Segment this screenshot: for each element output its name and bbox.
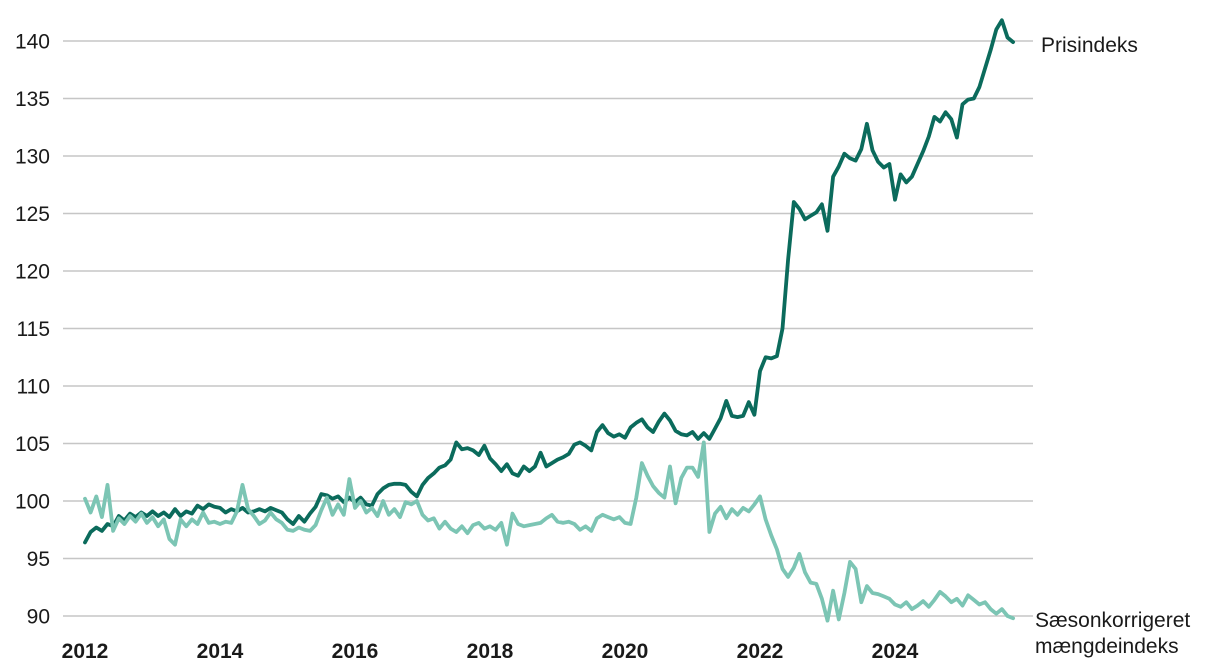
prisindeks-line — [83, 18, 1015, 545]
y-tick-label-125: 125 — [15, 203, 50, 226]
y-tick-label-140: 140 — [15, 31, 50, 54]
prisindeks-series-label: Prisindeks — [1041, 34, 1138, 57]
x-tick-label-2020: 2020 — [602, 640, 649, 663]
y-tick-label-115: 115 — [17, 318, 50, 341]
x-tick-label-2016: 2016 — [332, 640, 379, 663]
y-tick-label-130: 130 — [15, 146, 50, 169]
y-tick-label-95: 95 — [27, 548, 50, 571]
x-tick-label-2022: 2022 — [737, 640, 784, 663]
y-tick-label-100: 100 — [15, 491, 50, 514]
y-tick-label-110: 110 — [17, 376, 50, 399]
y-tick-label-120: 120 — [15, 261, 50, 284]
y-tick-label-135: 135 — [15, 88, 50, 111]
x-tick-label-2012: 2012 — [62, 640, 109, 663]
y-tick-label-90: 90 — [27, 606, 50, 629]
maengdeindeks-series-label-line1: Sæsonkorrigeret — [1035, 609, 1190, 632]
axis-tick-labels: 90 95 100 105 110 115 120 125 130 135 140 2012 2014 2… — [15, 31, 919, 664]
maengdeindeks-series-label-line2: mængdeindeks — [1035, 635, 1179, 658]
x-tick-label-2014: 2014 — [197, 640, 244, 663]
x-tick-label-2024: 2024 — [872, 640, 919, 663]
gridlines — [63, 40, 1033, 617]
x-tick-label-2018: 2018 — [467, 640, 514, 663]
maengdeindeks-line — [83, 440, 1015, 623]
y-tick-label-105: 105 — [15, 433, 50, 456]
series-lines — [83, 18, 1015, 623]
